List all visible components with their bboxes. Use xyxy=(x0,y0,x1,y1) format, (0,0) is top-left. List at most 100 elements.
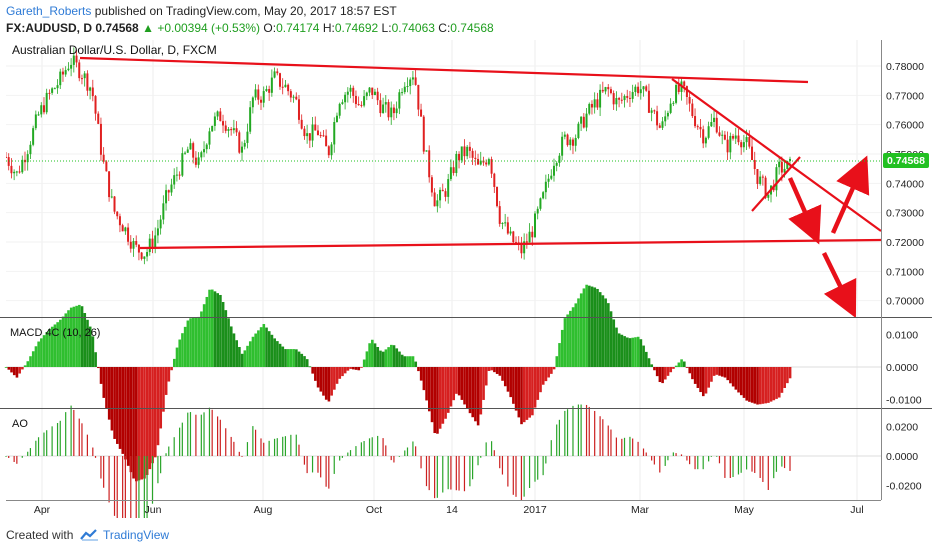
macd-bar xyxy=(91,336,95,367)
candle-body xyxy=(26,154,29,163)
ao-bar xyxy=(767,456,769,490)
macd-bar xyxy=(78,304,81,367)
macd-bar xyxy=(729,367,732,384)
candle-body xyxy=(645,86,648,91)
macd-bar xyxy=(593,287,597,367)
candle-body xyxy=(661,121,664,128)
macd-bar xyxy=(175,347,179,367)
macd-bar xyxy=(569,310,572,367)
candle-body xyxy=(102,154,105,162)
candle-body xyxy=(349,87,352,92)
candle-body xyxy=(550,175,553,179)
candle-body xyxy=(249,107,252,132)
ao-bar xyxy=(390,456,392,461)
ao-bar xyxy=(81,423,83,456)
macd-bar xyxy=(365,351,369,367)
macd-bar xyxy=(191,317,195,367)
ao-bar xyxy=(585,404,588,456)
macd-bar xyxy=(780,367,784,393)
macd-bar xyxy=(156,367,160,446)
candle-body xyxy=(224,125,227,131)
candle-body xyxy=(669,103,672,113)
macd-bar xyxy=(493,367,496,373)
macd-bar xyxy=(704,367,708,394)
ao-bar xyxy=(745,456,748,470)
ao-bar xyxy=(789,456,791,471)
candle-body xyxy=(7,157,10,166)
candle-body xyxy=(764,177,767,198)
chart-area[interactable]: 0.780000.770000.760000.750000.740000.730… xyxy=(0,38,932,518)
macd-bar xyxy=(335,367,339,384)
macd-bar xyxy=(257,330,260,367)
macd-bar xyxy=(273,338,276,367)
candle-body xyxy=(110,196,113,198)
ao-bar xyxy=(751,456,753,472)
ao-bar xyxy=(472,456,474,480)
macd-bar xyxy=(314,367,317,381)
ao-bar xyxy=(151,456,154,504)
time-axis[interactable]: Apr Jun Aug Oct 14 2017 Mar May Jul xyxy=(34,504,864,516)
tradingview-logo-icon[interactable] xyxy=(80,529,100,541)
ao-axis[interactable]: 0.0200 0.0000 -0.0200 xyxy=(886,422,922,493)
macd-bar xyxy=(498,367,502,376)
macd-bar xyxy=(300,353,304,367)
ao-bar xyxy=(610,429,612,456)
ao-bar xyxy=(710,456,712,457)
candle-body xyxy=(330,144,333,156)
trendline-lower-support[interactable] xyxy=(139,238,882,250)
candle-body xyxy=(360,104,363,106)
candle-body xyxy=(512,231,515,243)
trendline-wedge-lower[interactable] xyxy=(751,156,801,212)
ao-tick-label: 0.0000 xyxy=(886,451,918,463)
publish-line: Gareth_Roberts published on TradingView.… xyxy=(6,4,397,18)
macd-bar xyxy=(373,343,377,367)
arrow-up-breakout[interactable] xyxy=(830,155,870,234)
author-link[interactable]: Gareth_Roberts xyxy=(6,4,92,18)
price-pane[interactable] xyxy=(6,40,881,316)
candle-body xyxy=(6,156,7,158)
candle-body xyxy=(316,130,319,136)
candle-body xyxy=(238,132,241,153)
candle-body xyxy=(439,189,442,201)
macd-bar xyxy=(699,367,702,393)
ao-bar xyxy=(477,456,479,466)
candle-body xyxy=(596,99,599,108)
macd-bar xyxy=(433,367,437,434)
tradingview-link[interactable]: TradingView xyxy=(103,528,170,542)
candle-body xyxy=(170,184,173,193)
candle-body xyxy=(118,216,121,226)
macd-axis[interactable]: 0.0100 0.0000 -0.0100 xyxy=(886,329,922,406)
candle-body xyxy=(75,55,78,63)
candle-body xyxy=(780,161,783,173)
candle-body xyxy=(363,96,366,106)
macd-bar xyxy=(623,336,626,367)
macd-bar xyxy=(710,367,713,382)
macd-bars xyxy=(4,284,792,482)
candle-body xyxy=(325,135,328,147)
time-tick-label: 14 xyxy=(446,504,458,516)
candle-body xyxy=(262,91,265,103)
arrow-down-breakdown[interactable] xyxy=(821,252,857,319)
macd-bar xyxy=(121,367,125,454)
candle-body xyxy=(666,112,669,117)
ao-bar xyxy=(523,456,525,497)
candle-body xyxy=(70,64,73,69)
ao-bar xyxy=(73,409,75,456)
candle-body xyxy=(582,116,585,128)
macd-bar xyxy=(674,365,678,367)
trendline-upper-resistance[interactable] xyxy=(79,56,809,84)
candle-body xyxy=(140,252,143,259)
candle-body xyxy=(135,241,138,245)
ao-bar xyxy=(116,456,118,518)
arrow-down-to-support[interactable] xyxy=(787,177,822,245)
candle-body xyxy=(460,146,463,161)
ao-bar xyxy=(59,420,61,456)
macd-bar xyxy=(512,367,515,404)
candle-body xyxy=(563,134,566,137)
ao-bar xyxy=(594,410,596,456)
ao-bar xyxy=(203,412,205,456)
macd-bar xyxy=(620,334,624,367)
price-axis[interactable]: 0.780000.770000.760000.750000.740000.730… xyxy=(886,61,924,308)
macd-bar xyxy=(94,352,97,367)
candle-body xyxy=(178,174,181,176)
